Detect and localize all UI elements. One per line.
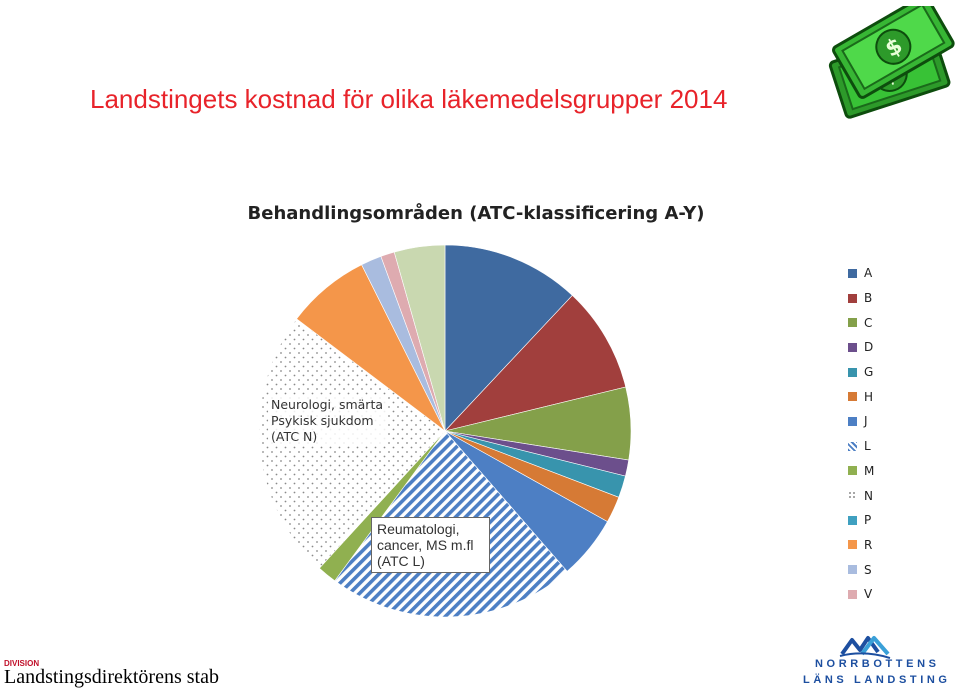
legend-swatch-g (848, 367, 857, 377)
callout-atc-n: Neurologi, smärta Psykisk sjukdom (ATC N… (268, 396, 386, 446)
legend-item-h: H (848, 384, 908, 409)
legend-label-c: C (864, 315, 873, 330)
legend-swatch-c (848, 318, 857, 328)
pie-slice-b (444, 294, 627, 432)
callout-n-line1: Neurologi, smärta (271, 397, 383, 412)
legend-item-c: C (848, 310, 908, 335)
division-label: DIVISION (4, 659, 40, 668)
legend-swatch-d (848, 342, 857, 352)
legend-label-s: S (864, 562, 872, 577)
callout-l-line2: cancer, MS m.fl (377, 537, 474, 553)
legend-item-p: P (848, 508, 908, 533)
legend-label-b: B (864, 291, 873, 306)
legend-swatch-p (848, 515, 857, 525)
legend-label-d: D (864, 340, 874, 355)
pie-slice-a (444, 244, 573, 432)
legend-swatch-l (848, 441, 857, 451)
legend-item-r: R (848, 533, 908, 558)
slide-title: Landstingets kostnad för olika läkemedel… (90, 84, 728, 114)
legend-swatch-m (848, 466, 857, 476)
legend-item-j: J (848, 409, 908, 434)
landsting-logo-icon (839, 636, 891, 659)
legend-label-j: J (864, 414, 868, 429)
chart-title: Behandlingsområden (ATC-klassificering A… (247, 203, 705, 224)
legend-item-l: L (848, 434, 908, 459)
logo-line2: LÄNS LANDSTING (803, 674, 951, 686)
legend-item-m: M (848, 459, 908, 484)
legend-swatch-v (848, 589, 857, 599)
callout-l-line1: Reumatologi, (377, 521, 460, 537)
legend-label-n: N (864, 488, 873, 503)
callout-atc-l: Reumatologi, cancer, MS m.fl (ATC L) (371, 517, 490, 573)
division-name: Landstingsdirektörens stab (4, 666, 219, 688)
legend-label-l: L (864, 439, 871, 454)
legend-label-g: G (864, 365, 874, 380)
pie-slice-other-14 (393, 244, 446, 432)
legend-label-v: V (864, 587, 873, 602)
legend-swatch-j (848, 416, 857, 426)
legend-label-m: M (864, 463, 875, 478)
callout-l-line3: (ATC L) (377, 553, 425, 569)
legend-label-a: A (864, 266, 873, 281)
legend-swatch-h (848, 392, 857, 402)
legend-item-b: B (848, 286, 908, 311)
legend-item-a: A (848, 261, 908, 286)
legend-item-s: S (848, 557, 908, 582)
logo-line1: NORRBOTTENS (815, 658, 940, 670)
legend-item-d: D (848, 335, 908, 360)
callout-n-line3: (ATC N) (271, 429, 318, 444)
legend-label-h: H (864, 389, 874, 404)
money-icon: $ $ (828, 6, 955, 119)
legend-item-g: G (848, 360, 908, 385)
legend-label-p: P (864, 513, 872, 528)
callout-n-line2: Psykisk sjukdom (271, 413, 374, 428)
legend-swatch-n (848, 491, 857, 501)
legend-label-r: R (864, 537, 873, 552)
legend-swatch-s (848, 565, 857, 575)
legend-item-v: V (848, 582, 908, 607)
legend-item-n: N (848, 483, 908, 508)
legend-swatch-b (848, 293, 857, 303)
legend-swatch-a (848, 268, 857, 278)
legend-swatch-r (848, 540, 857, 550)
